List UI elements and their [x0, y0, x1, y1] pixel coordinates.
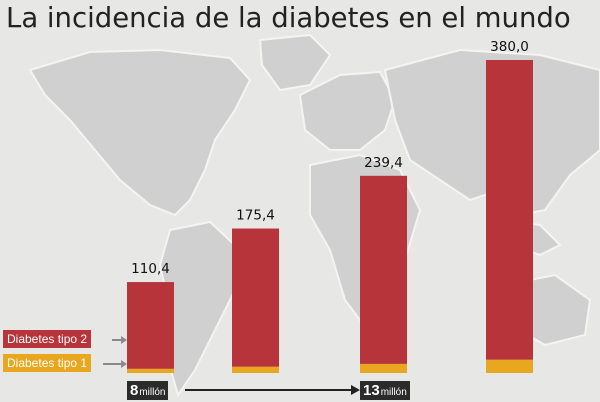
legend-type2-label: Diabetes tipo 2 [3, 330, 92, 348]
bar-total-label-2: 175,4 [236, 208, 275, 224]
bar-type2-3 [360, 175, 407, 364]
legend-type2-arrow [112, 336, 127, 344]
population-end-badge: 13millón [360, 381, 410, 400]
bar-type2-1 [127, 282, 174, 369]
greenland-shape [258, 33, 332, 92]
bar-type1-2 [232, 366, 279, 373]
population-end-unit: millón [380, 387, 407, 398]
bar-type1-1 [127, 368, 174, 373]
north-america-shape [28, 48, 252, 217]
bar-type2-4 [486, 60, 533, 360]
bar-type2-2 [232, 228, 279, 367]
legend-type1-label: Diabetes tipo 1 [3, 354, 92, 372]
population-start-badge: 8millón [127, 381, 169, 400]
legend-type1-arrow [103, 360, 127, 368]
page-title: La incidencia de la diabetes en el mundo [6, 2, 571, 34]
bar-total-label-1: 110,4 [131, 261, 170, 277]
population-start-unit: millón [139, 387, 166, 398]
timeline-arrow-line [185, 389, 353, 391]
bar-type1-3 [360, 363, 407, 373]
bar-type1-4 [486, 359, 533, 373]
timeline-arrow-head [351, 385, 360, 395]
bar-total-label-3: 239,4 [364, 155, 403, 171]
bar-total-label-4: 380,0 [490, 39, 529, 55]
population-end-number: 13 [363, 382, 380, 399]
population-start-number: 8 [130, 382, 139, 399]
europe-shape [298, 70, 397, 151]
